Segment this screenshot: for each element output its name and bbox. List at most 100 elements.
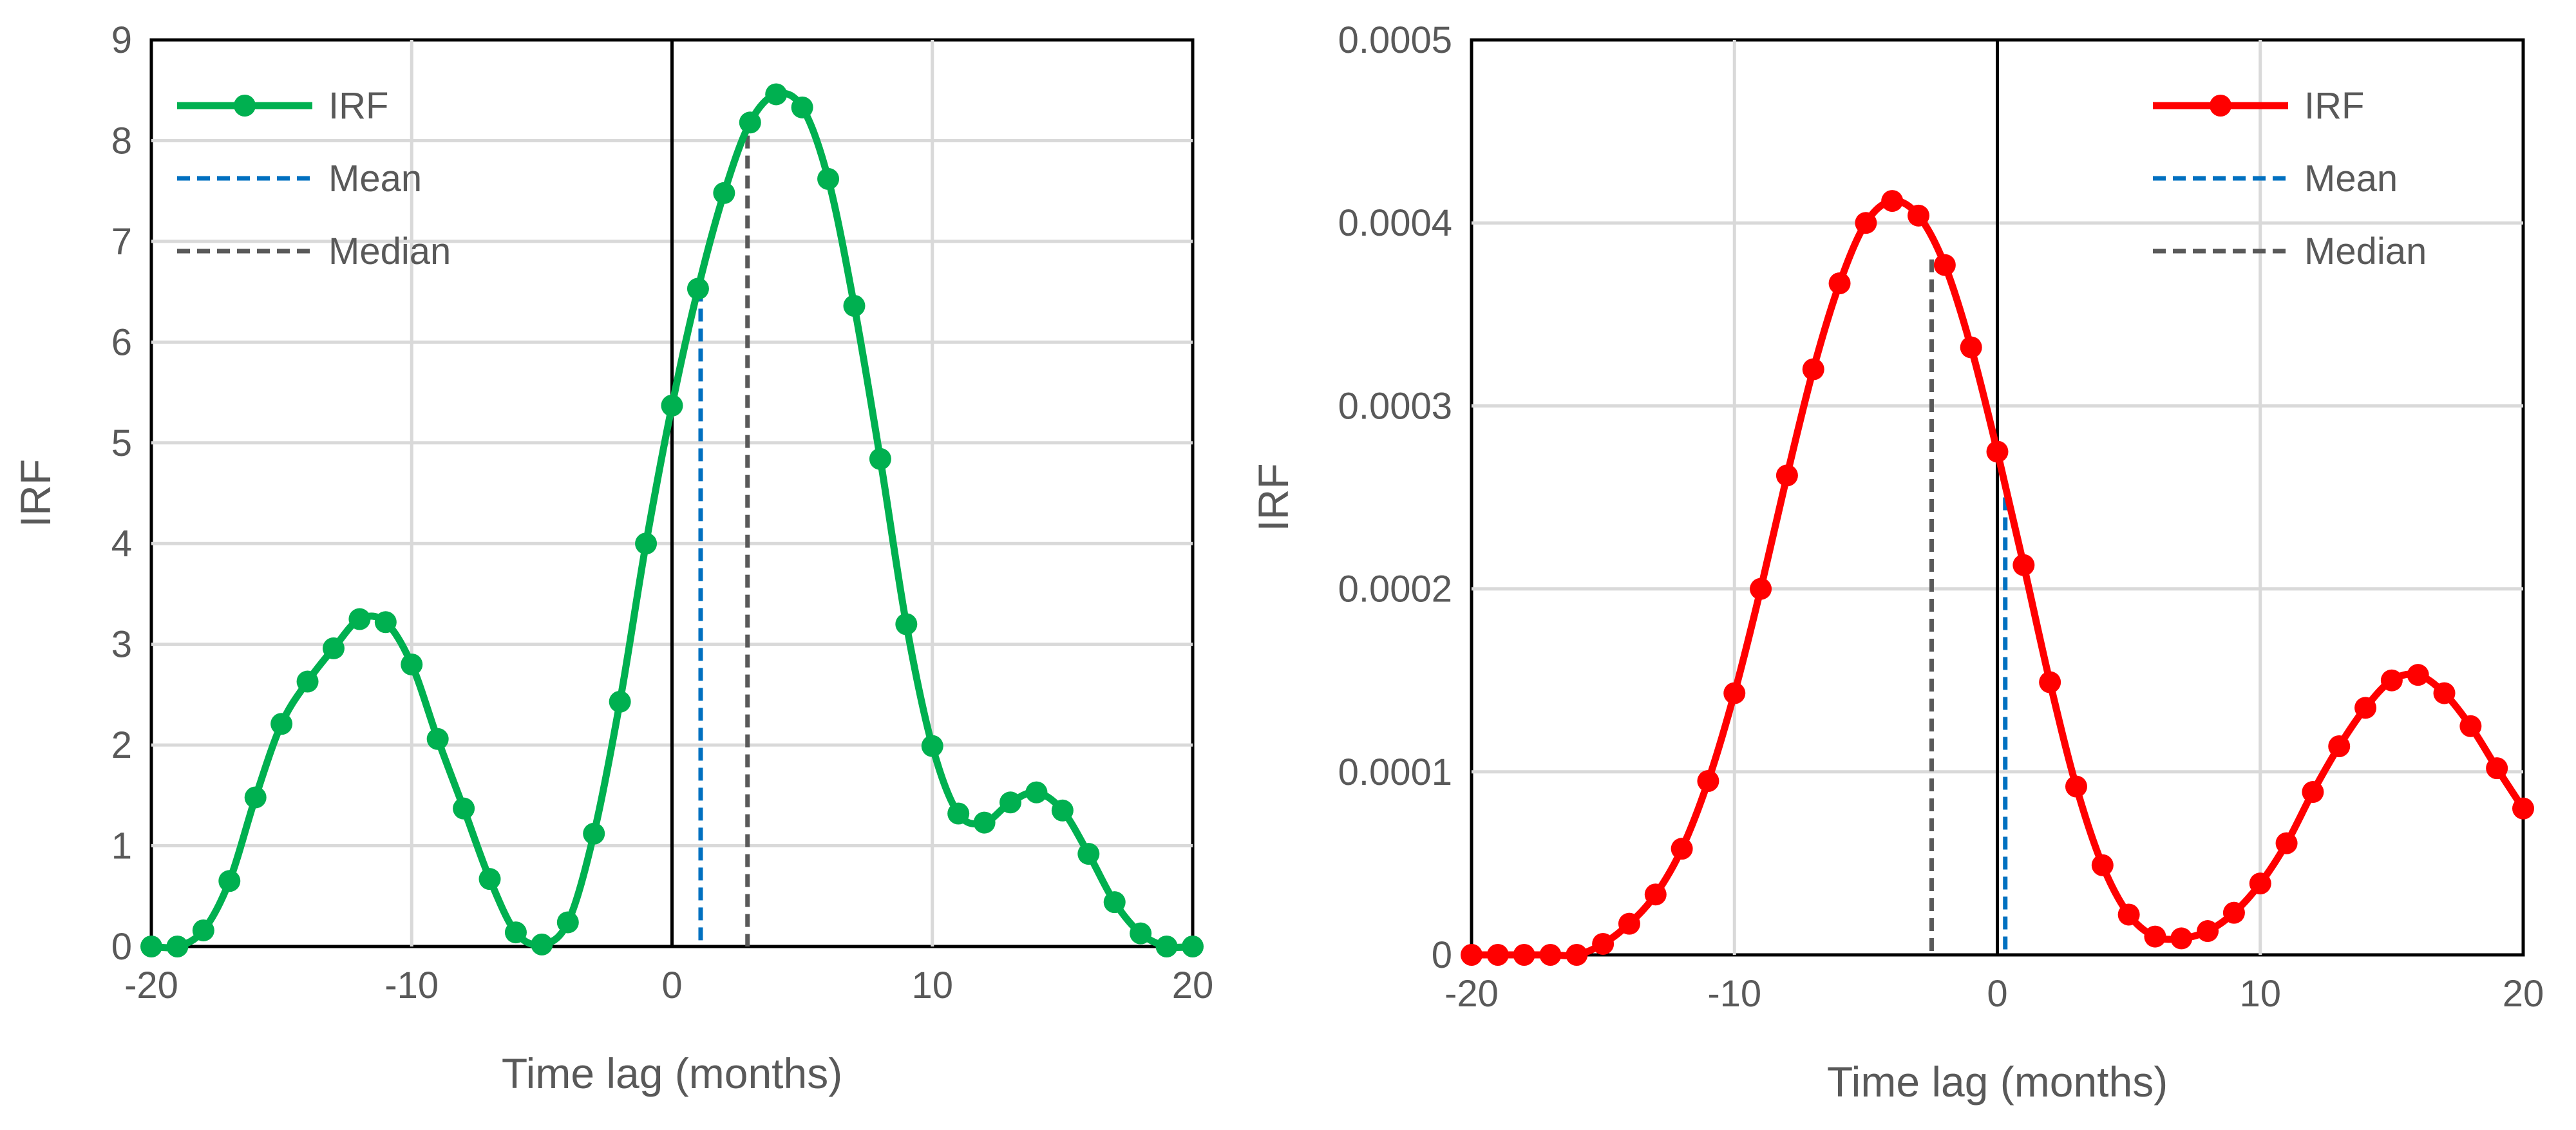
tick-labels-right: 0 0.0001 0.0002 0.0003 0.0004 0.0005 -20 -10 0 10… xyxy=(1338,19,2544,1015)
irf-point xyxy=(713,182,735,204)
irf-point xyxy=(947,802,970,825)
y-tick-label: 2 xyxy=(111,724,132,766)
irf-point xyxy=(244,786,267,809)
irf-point xyxy=(348,608,371,630)
y-tick-label: 0 xyxy=(1432,934,1452,976)
irf-point xyxy=(2275,832,2298,854)
legend-irf-label: IRF xyxy=(2304,85,2364,127)
irf-point xyxy=(2249,872,2271,895)
x-tick-label: 10 xyxy=(911,965,953,1006)
irf-point xyxy=(2486,757,2508,780)
irf-point xyxy=(687,278,709,300)
irf-point xyxy=(140,936,162,957)
irf-point xyxy=(556,911,579,934)
irf-point xyxy=(2012,554,2035,576)
legend-median-label: Median xyxy=(2304,231,2427,272)
y-tick-label: 7 xyxy=(111,221,132,263)
x-tick-label: -20 xyxy=(124,965,178,1006)
irf-point xyxy=(2512,797,2534,820)
series-left xyxy=(140,83,1204,957)
reference-lines-right xyxy=(1929,40,2008,955)
irf-point xyxy=(1025,781,1048,804)
irf-point xyxy=(2117,903,2140,926)
irf-point xyxy=(895,613,918,636)
gridlines-left xyxy=(151,40,1193,946)
legend-irf-label: IRF xyxy=(328,85,388,127)
irf-point xyxy=(1486,944,1509,966)
irf-point xyxy=(1671,838,1693,860)
irf-point xyxy=(2144,925,2166,948)
irf-point xyxy=(1566,944,1588,966)
y-tick-label: 0.0005 xyxy=(1338,19,1452,61)
x-axis-title-right: Time lag (months) xyxy=(1827,1058,2168,1106)
irf-point xyxy=(1960,336,1982,359)
irf-point xyxy=(843,295,866,317)
y-tick-label: 0.0004 xyxy=(1338,202,1452,244)
irf-point xyxy=(791,96,813,118)
irf-point xyxy=(1933,254,1956,276)
x-tick-label: 0 xyxy=(1987,973,2007,1015)
irf-point xyxy=(999,791,1022,814)
irf-point xyxy=(1828,272,1851,294)
irf-point xyxy=(739,111,761,134)
irf-point xyxy=(1697,770,1719,793)
y-tick-label: 6 xyxy=(111,321,132,363)
irf-point xyxy=(296,670,319,693)
irf-point xyxy=(1513,944,1535,966)
y-tick-label: 8 xyxy=(111,120,132,162)
irf-point xyxy=(583,822,605,845)
x-tick-label: 20 xyxy=(1172,965,1214,1006)
irf-point xyxy=(374,611,397,634)
y-axis-title-right: IRF xyxy=(1249,463,1297,531)
x-tick-label: -10 xyxy=(1707,973,1761,1015)
irf-point xyxy=(1908,204,1930,227)
y-tick-label: 0.0001 xyxy=(1338,751,1452,793)
y-tick-label: 5 xyxy=(111,422,132,464)
legend-right: IRF Mean Median xyxy=(2153,85,2427,272)
irf-point xyxy=(1723,682,1746,704)
irf-point xyxy=(1051,799,1074,822)
irf-point xyxy=(1103,891,1126,914)
irf-point xyxy=(426,728,449,750)
irf-point xyxy=(869,447,891,470)
irf-point xyxy=(2433,682,2456,704)
x-tick-label: 0 xyxy=(661,965,682,1006)
irf-point xyxy=(2354,697,2377,719)
legend-irf-marker xyxy=(234,95,256,117)
y-tick-label: 4 xyxy=(111,523,132,565)
legend-left: IRF Mean Median xyxy=(177,85,451,272)
irf-point xyxy=(166,936,189,957)
irf-point xyxy=(218,870,241,892)
irf-point xyxy=(2065,775,2087,798)
x-tick-label: 20 xyxy=(2503,973,2544,1015)
x-axis-title-left: Time lag (months) xyxy=(502,1050,842,1097)
y-tick-label: 0 xyxy=(111,926,132,968)
irf-point xyxy=(1155,936,1178,957)
x-tick-label: 10 xyxy=(2239,973,2281,1015)
irf-point xyxy=(973,811,996,834)
irf-point xyxy=(1881,190,1904,212)
chart-right: 0 0.0001 0.0002 0.0003 0.0004 0.0005 -20 -10 0 10… xyxy=(1249,19,2544,1106)
irf-point xyxy=(1776,464,1798,487)
irf-point xyxy=(504,921,527,944)
irf-point xyxy=(531,933,553,956)
irf-point xyxy=(2459,715,2482,737)
irf-point xyxy=(453,797,475,820)
legend-median-label: Median xyxy=(328,231,451,272)
y-tick-label: 3 xyxy=(111,624,132,666)
irf-point xyxy=(1644,883,1667,906)
irf-point xyxy=(635,532,658,555)
reference-lines-left xyxy=(670,40,750,946)
irf-point xyxy=(1802,358,1824,381)
irf-point xyxy=(2170,927,2193,950)
irf-point xyxy=(1182,936,1204,957)
irf-point xyxy=(1077,843,1100,865)
irf-point xyxy=(817,167,840,190)
irf-point xyxy=(478,868,501,890)
irf-point xyxy=(1130,922,1152,945)
legend-mean-label: Mean xyxy=(328,158,422,200)
irf-point xyxy=(2222,901,2245,924)
y-tick-label: 1 xyxy=(111,825,132,867)
